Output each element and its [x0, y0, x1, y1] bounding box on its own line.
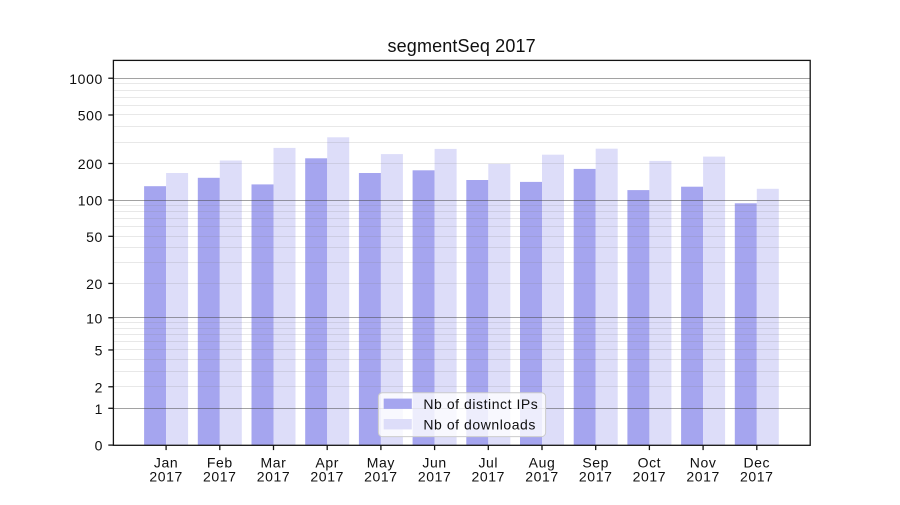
svg-text:May: May	[367, 454, 395, 470]
svg-text:Mar: Mar	[261, 454, 287, 470]
svg-text:Nb of downloads: Nb of downloads	[423, 416, 536, 432]
svg-text:10: 10	[86, 310, 103, 326]
svg-text:20: 20	[86, 276, 103, 292]
svg-text:Jun: Jun	[422, 454, 446, 470]
svg-text:Oct: Oct	[638, 454, 662, 470]
svg-text:2017: 2017	[633, 469, 667, 485]
svg-text:Apr: Apr	[315, 454, 339, 470]
svg-text:500: 500	[78, 108, 103, 124]
svg-text:1000: 1000	[69, 71, 103, 87]
svg-text:2: 2	[95, 379, 103, 395]
svg-text:2017: 2017	[310, 469, 344, 485]
svg-text:200: 200	[78, 156, 103, 172]
svg-text:2017: 2017	[686, 469, 720, 485]
svg-text:Feb: Feb	[207, 454, 233, 470]
svg-text:2017: 2017	[740, 469, 774, 485]
svg-text:Jul: Jul	[478, 454, 498, 470]
svg-text:Nb of distinct IPs: Nb of distinct IPs	[423, 396, 538, 412]
svg-text:2017: 2017	[418, 469, 452, 485]
svg-text:segmentSeq 2017: segmentSeq 2017	[387, 36, 535, 56]
svg-text:Aug: Aug	[529, 454, 556, 470]
svg-text:2017: 2017	[525, 469, 559, 485]
svg-text:Jan: Jan	[154, 454, 178, 470]
svg-text:2017: 2017	[257, 469, 291, 485]
svg-text:100: 100	[78, 193, 103, 209]
svg-text:Dec: Dec	[743, 454, 770, 470]
svg-text:2017: 2017	[364, 469, 398, 485]
svg-text:2017: 2017	[579, 469, 613, 485]
svg-text:2017: 2017	[472, 469, 506, 485]
svg-text:1: 1	[95, 401, 103, 417]
svg-text:0: 0	[95, 438, 103, 454]
svg-text:Nov: Nov	[690, 454, 717, 470]
svg-text:5: 5	[95, 343, 103, 359]
svg-text:2017: 2017	[149, 469, 183, 485]
svg-text:2017: 2017	[203, 469, 237, 485]
svg-text:50: 50	[86, 229, 103, 245]
svg-text:Sep: Sep	[582, 454, 609, 470]
